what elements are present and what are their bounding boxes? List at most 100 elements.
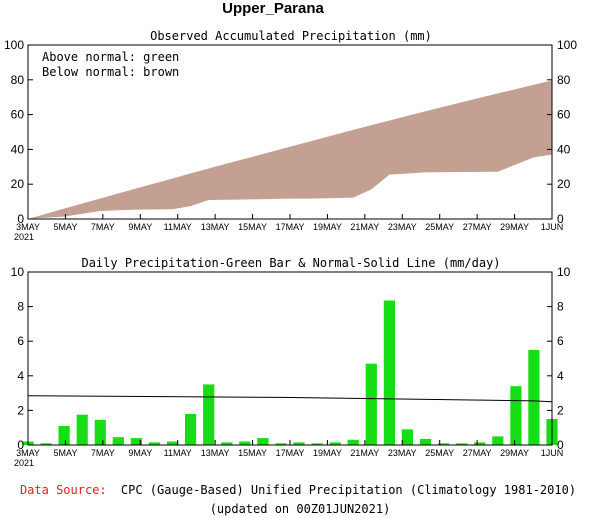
daily-precip-bar (293, 442, 305, 445)
daily-ytick-label-right: 10 (557, 265, 571, 279)
accumulated-axes: 0 0 20 20 40 40 60 60 80 80 100 100 3MAY 5MAY 7MAY 9MAY… (4, 38, 577, 242)
page-title: Upper_Parana (222, 0, 324, 17)
accumulated-ytick-label-left: 80 (11, 73, 25, 87)
daily-precip-bar (58, 426, 70, 445)
daily-precip-bar (311, 443, 323, 445)
accumulated-xtick-label: 3MAY (16, 222, 40, 232)
updated-timestamp: (updated on 00Z01JUN2021) (210, 502, 391, 516)
daily-precip-bar (203, 384, 215, 445)
daily-precip-bar (492, 436, 504, 445)
accumulated-chart: Observed Accumulated Precipitation (mm) … (4, 29, 577, 242)
data-source-label: Data Source: (20, 483, 107, 497)
accumulated-ytick-label-left: 20 (11, 177, 25, 191)
data-source-text: CPC (Gauge-Based) Unified Precipitation … (121, 483, 576, 497)
accumulated-plot-area (28, 80, 552, 219)
data-source-line: Data Source: CPC (Gauge-Based) Unified P… (20, 483, 576, 497)
accumulated-ytick-label-right: 80 (557, 73, 571, 87)
daily-precip-bar (148, 442, 161, 445)
daily-xtick-label: 7MAY (91, 448, 115, 458)
daily-year-label: 2021 (14, 458, 34, 468)
daily-xtick-label: 25MAY (425, 448, 454, 458)
daily-precip-bar (474, 442, 486, 445)
accumulated-xtick-label: 7MAY (91, 222, 115, 232)
daily-precip-bar (383, 300, 395, 445)
legend-line-above-normal: Above normal: green (42, 50, 179, 64)
daily-precip-bar (112, 437, 124, 445)
daily-precip-bar (401, 429, 413, 445)
accumulated-xtick-label: 11MAY (164, 222, 192, 232)
daily-ytick-label-right: 2 (557, 403, 564, 417)
below-normal-area (28, 80, 552, 219)
accumulated-xtick-label: 15MAY (238, 222, 267, 232)
daily-xtick-label: 11MAY (164, 448, 192, 458)
accumulated-xtick-label: 13MAY (201, 222, 230, 232)
accumulated-xtick-label: 27MAY (463, 222, 492, 232)
daily-ytick-label-left: 8 (17, 300, 24, 314)
accumulated-xtick-label: 9MAY (128, 222, 152, 232)
daily-xtick-label: 29MAY (500, 448, 529, 458)
daily-precip-bar (40, 443, 52, 445)
daily-xtick-label: 13MAY (201, 448, 230, 458)
accumulated-ytick-label-left: 0 (17, 212, 24, 226)
daily-xtick-label: 27MAY (463, 448, 492, 458)
daily-precip-bar (528, 349, 540, 445)
daily-xtick-label: 3MAY (16, 448, 40, 458)
accumulated-xtick-label: 5MAY (54, 222, 78, 232)
accumulated-xtick-label: 25MAY (425, 222, 454, 232)
daily-ytick-label-right: 0 (557, 438, 564, 452)
daily-xtick-label: 19MAY (313, 448, 342, 458)
daily-axes: 0 0 2 2 4 4 6 6 8 8 10 10 3MAY 5MAY 7MAY 9MAY 11MAY 13MAY… (11, 265, 571, 468)
daily-precip-bar (185, 413, 197, 445)
daily-precip-bar (510, 386, 522, 445)
accumulated-ytick-label-right: 20 (557, 177, 571, 191)
daily-xtick-label: 21MAY (350, 448, 379, 458)
daily-precip-bar (76, 414, 88, 445)
daily-precip-bar (438, 443, 450, 445)
daily-precip-bar (329, 442, 341, 445)
accumulated-ytick-label-left: 40 (11, 142, 25, 156)
daily-xtick-label: 5MAY (54, 448, 78, 458)
daily-precip-bar (239, 441, 251, 445)
accumulated-ytick-label-right: 40 (557, 142, 571, 156)
daily-ytick-label-left: 4 (17, 369, 24, 383)
accumulated-chart-title: Observed Accumulated Precipitation (mm) (150, 29, 432, 43)
accumulated-ytick-label-right: 60 (557, 108, 571, 122)
daily-xtick-label: 9MAY (128, 448, 152, 458)
daily-xtick-label: 1JUN (541, 448, 564, 458)
accumulated-xtick-label: 1JUN (541, 222, 564, 232)
daily-precip-bar (130, 438, 142, 445)
accumulated-ytick-label-left: 100 (4, 38, 24, 52)
daily-precip-bar (94, 419, 106, 445)
normal-daily-line (27, 395, 553, 403)
daily-chart-title: Daily Precipitation-Green Bar & Normal-S… (81, 256, 500, 270)
daily-ytick-label-left: 6 (17, 334, 24, 348)
daily-ytick-label-right: 4 (557, 369, 564, 383)
daily-ytick-label-right: 8 (557, 300, 564, 314)
daily-precip-bar (167, 441, 179, 445)
daily-precip-bar (456, 443, 468, 445)
daily-ytick-label-left: 10 (11, 265, 25, 279)
daily-xtick-label: 17MAY (276, 448, 305, 458)
accumulated-ytick-label-left: 60 (11, 108, 25, 122)
accumulated-xtick-label: 17MAY (276, 222, 305, 232)
daily-precip-bar (365, 363, 377, 445)
accumulated-ytick-label-right: 100 (557, 38, 577, 52)
daily-chart: Daily Precipitation-Green Bar & Normal-S… (11, 256, 571, 468)
daily-ytick-label-left: 2 (17, 403, 24, 417)
daily-xtick-label: 15MAY (238, 448, 267, 458)
accumulated-xtick-label: 29MAY (500, 222, 529, 232)
legend-line-below-normal: Below normal: brown (42, 65, 179, 79)
daily-precip-bar (221, 442, 233, 445)
daily-precip-bar (275, 443, 287, 445)
accumulated-ytick-label-right: 0 (557, 212, 564, 226)
accumulated-year-label: 2021 (14, 232, 34, 242)
daily-precip-bar (347, 439, 359, 445)
daily-precip-bar (257, 438, 269, 445)
accumulated-xtick-label: 19MAY (313, 222, 342, 232)
daily-ytick-label-left: 0 (17, 438, 24, 452)
daily-ytick-label-right: 6 (557, 334, 564, 348)
daily-plot-frame (27, 271, 553, 446)
accumulated-xtick-label: 21MAY (350, 222, 379, 232)
daily-plot-area (22, 300, 558, 445)
